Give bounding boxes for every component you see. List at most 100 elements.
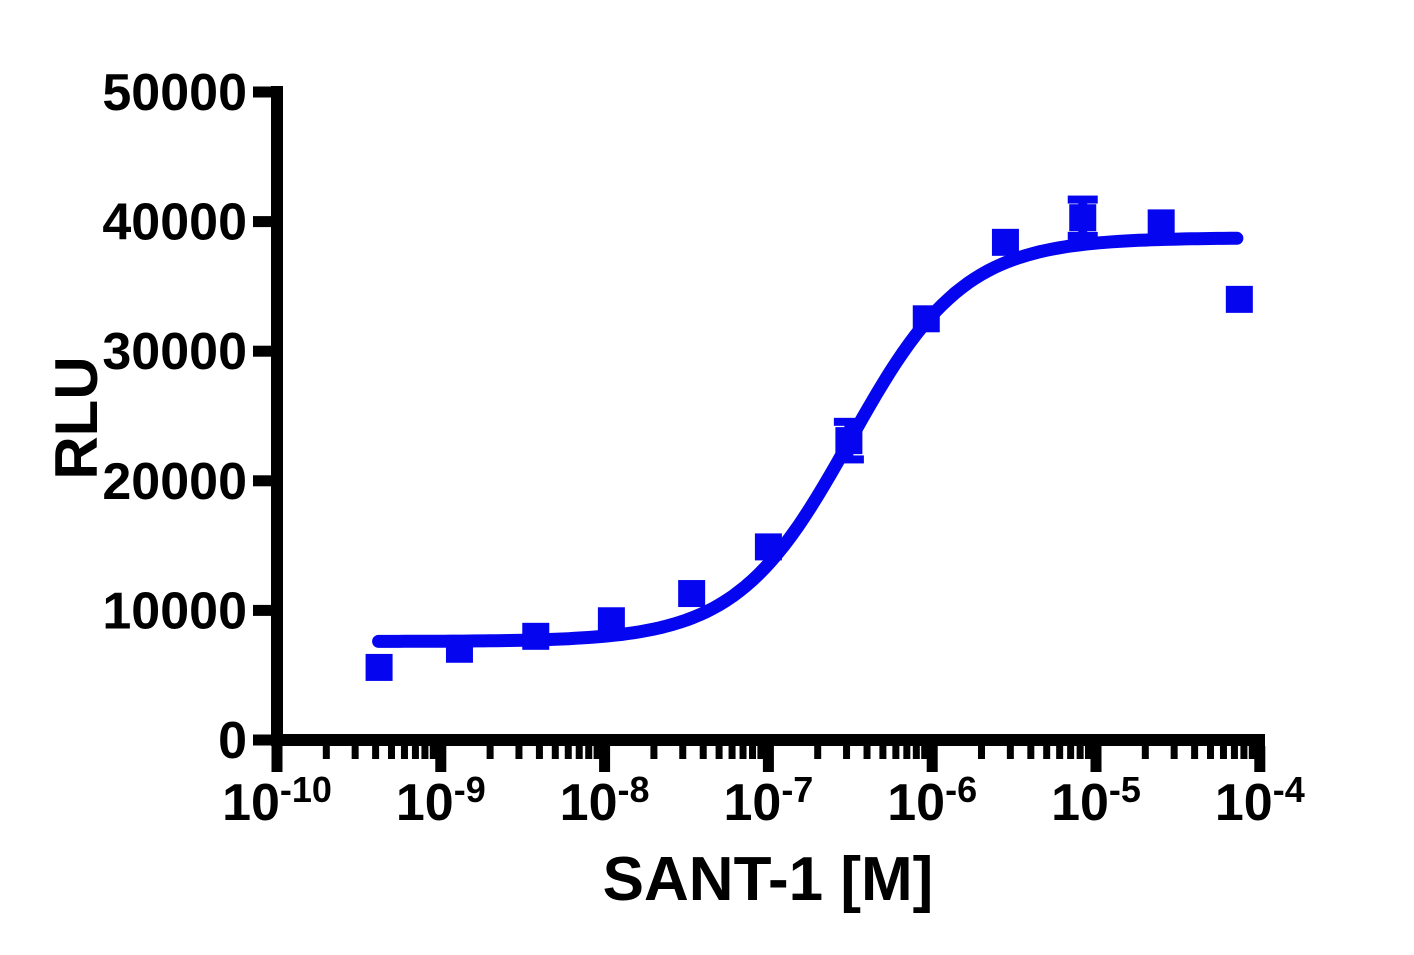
x-minor-tick: [351, 746, 359, 759]
x-minor-tick: [387, 746, 395, 759]
y-major-tick: [253, 86, 271, 98]
error-bar-cap: [833, 455, 864, 464]
x-axis-line: [271, 734, 1265, 746]
x-major-tick: [271, 746, 283, 772]
x-major-tick: [926, 746, 938, 772]
x-minor-tick: [1085, 746, 1093, 759]
y-axis-line: [271, 86, 283, 746]
x-minor-tick: [421, 746, 429, 759]
x-tick-label: 10-5: [1051, 769, 1141, 832]
x-major-tick: [599, 746, 611, 772]
x-minor-tick: [1056, 746, 1064, 759]
x-major-tick: [1254, 746, 1266, 772]
y-tick-label: 30000: [102, 323, 247, 381]
x-tick-label: 10-9: [396, 769, 486, 832]
x-minor-tick: [575, 746, 583, 759]
x-minor-tick: [486, 746, 494, 759]
x-minor-tick: [1248, 746, 1256, 759]
x-minor-tick: [593, 746, 601, 759]
x-minor-tick: [879, 746, 887, 759]
data-point-marker: [1147, 209, 1175, 237]
data-point-marker: [365, 653, 393, 681]
x-minor-tick: [1170, 746, 1178, 759]
data-point-marker: [991, 228, 1019, 256]
x-minor-tick: [699, 746, 707, 759]
data-point-marker: [912, 305, 940, 333]
x-minor-tick: [912, 746, 920, 759]
x-tick-label: 10-7: [723, 769, 813, 832]
x-minor-tick: [1191, 746, 1199, 759]
x-minor-tick: [679, 746, 687, 759]
x-minor-tick: [411, 746, 419, 759]
x-minor-tick: [903, 746, 911, 759]
x-minor-tick: [715, 746, 723, 759]
x-minor-tick: [1230, 746, 1238, 759]
data-point-marker: [522, 622, 550, 650]
x-minor-tick: [650, 746, 658, 759]
x-minor-tick: [1141, 746, 1149, 759]
error-bar-cap: [1067, 231, 1098, 240]
x-minor-tick: [749, 746, 757, 759]
x-minor-tick: [1043, 746, 1051, 759]
x-minor-tick: [1076, 746, 1084, 759]
x-minor-tick: [1027, 746, 1035, 759]
x-minor-tick: [1206, 746, 1214, 759]
x-major-tick: [762, 746, 774, 772]
data-point-marker: [597, 607, 625, 635]
y-tick-label: 50000: [102, 64, 247, 122]
y-major-tick: [253, 604, 271, 616]
x-minor-tick: [515, 746, 523, 759]
y-major-tick: [253, 345, 271, 357]
x-minor-tick: [1067, 746, 1075, 759]
x-minor-tick: [1219, 746, 1227, 759]
fit-curve: [372, 231, 1244, 648]
error-bar-cap: [1067, 195, 1098, 204]
y-tick-label: 10000: [102, 582, 247, 640]
data-point-marker: [1225, 285, 1253, 313]
x-minor-tick: [400, 746, 408, 759]
x-minor-tick: [728, 746, 736, 759]
x-major-tick: [435, 746, 447, 772]
axes: [271, 86, 1265, 746]
y-axis-title: RLU: [43, 356, 110, 479]
x-minor-tick: [564, 746, 572, 759]
x-minor-tick: [585, 746, 593, 759]
x-minor-tick: [739, 746, 747, 759]
y-tick-label: 20000: [102, 453, 247, 511]
y-tick-label: 40000: [102, 194, 247, 252]
plot-area: [365, 195, 1253, 681]
data-point-marker: [835, 427, 863, 455]
x-minor-tick: [1240, 746, 1248, 759]
x-tick-label: 10-10: [222, 769, 332, 832]
y-major-tick: [253, 475, 271, 487]
x-minor-tick: [1006, 746, 1014, 759]
x-minor-tick: [757, 746, 765, 759]
y-major-tick: [253, 216, 271, 228]
x-minor-tick: [322, 746, 330, 759]
x-tick-label: 10-6: [887, 769, 977, 832]
y-tick-label: 0: [218, 712, 247, 770]
data-point-marker: [754, 533, 782, 561]
x-minor-tick: [551, 746, 559, 759]
x-minor-tick: [892, 746, 900, 759]
x-minor-tick: [372, 746, 380, 759]
x-minor-tick: [843, 746, 851, 759]
x-minor-tick: [429, 746, 437, 759]
y-major-tick: [253, 734, 271, 746]
tick-labels: 0 10000 20000 30000 40000 50000 10-10 10-9 10-8 1…: [102, 64, 1304, 832]
x-minor-tick: [921, 746, 929, 759]
data-point-marker: [445, 635, 473, 663]
x-tick-label: 10-8: [560, 769, 650, 832]
x-major-tick: [1090, 746, 1102, 772]
data-point-marker: [678, 580, 706, 608]
error-bar-cap: [833, 417, 864, 426]
axis-ticks: [253, 86, 1266, 772]
x-minor-tick: [863, 746, 871, 759]
x-minor-tick: [535, 746, 543, 759]
x-axis-title: SANT-1 [M]: [603, 845, 934, 914]
x-minor-tick: [814, 746, 822, 759]
x-minor-tick: [978, 746, 986, 759]
data-point-marker: [1069, 204, 1097, 232]
